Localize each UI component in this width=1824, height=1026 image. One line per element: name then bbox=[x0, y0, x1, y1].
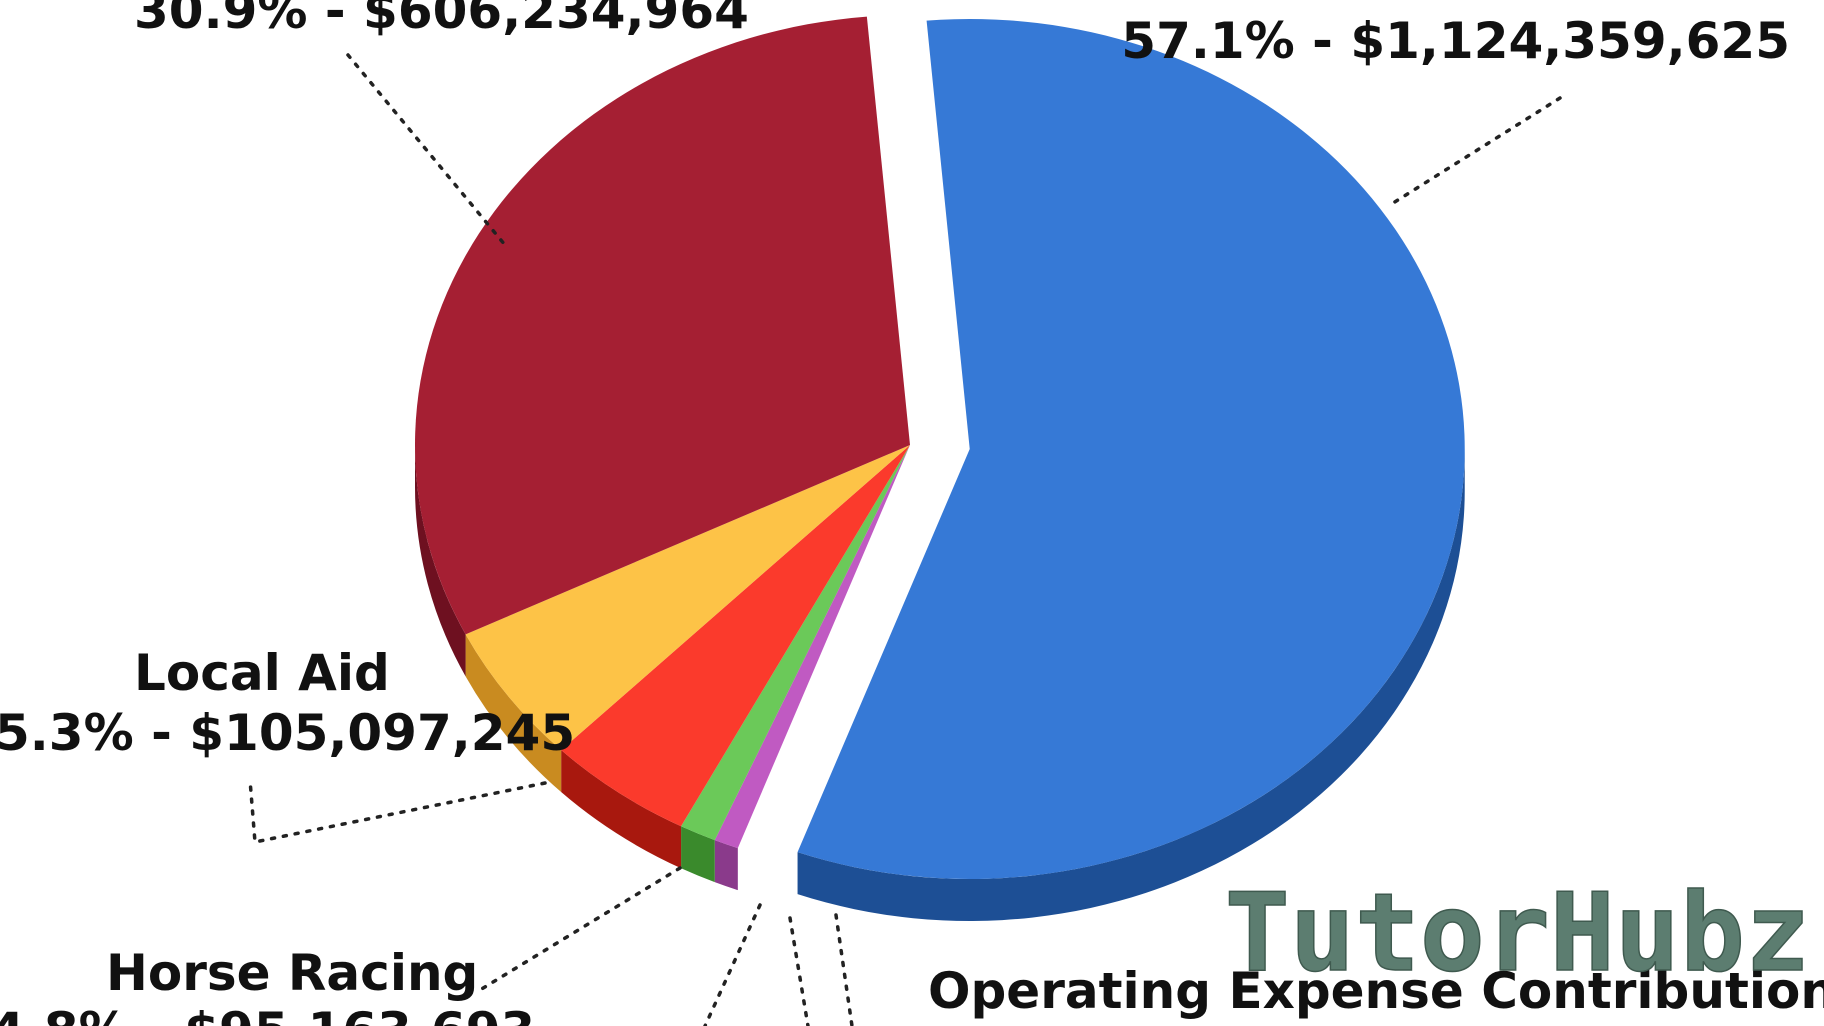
leader-line-local-aid bbox=[248, 778, 547, 845]
pie-slice-purple bbox=[714, 445, 910, 849]
leader-line-horse-racing bbox=[478, 866, 682, 992]
watermark-logo: TutorHubz bbox=[1225, 871, 1810, 996]
leader-line-maroon bbox=[346, 53, 507, 247]
leader-line-green-2 bbox=[788, 916, 810, 1026]
pie-slice-side-local-aid bbox=[465, 634, 562, 793]
pie-slice-side-blue bbox=[797, 449, 1465, 922]
pie-slice-side-maroon bbox=[415, 445, 466, 677]
pie-slice-local-aid bbox=[465, 445, 910, 751]
pie-slice-tops bbox=[414, 16, 1465, 880]
pie-slice-sides bbox=[415, 445, 1465, 922]
leader-lines bbox=[248, 53, 1562, 1026]
pie-slice-maroon bbox=[414, 16, 910, 635]
pie-slice-side-green bbox=[681, 826, 715, 883]
slice-label-horse-racing-value: 4.8% - $95,163,693 bbox=[0, 1002, 535, 1026]
pie-slice-blue bbox=[797, 19, 1465, 880]
leader-line-purple bbox=[834, 913, 854, 1026]
slice-label-operating-expense: Operating Expense Contribution bbox=[928, 962, 1824, 1020]
pie-slice-side-purple bbox=[714, 840, 738, 891]
slice-label-maroon-value: 30.9% - $606,234,964 bbox=[134, 0, 749, 40]
pie-slice-green bbox=[681, 445, 910, 841]
leader-line-green bbox=[703, 903, 762, 1026]
leader-line-blue bbox=[1388, 96, 1562, 207]
slice-label-horse-racing-name: Horse Racing bbox=[106, 944, 478, 1002]
pie-slice-horse-racing bbox=[561, 445, 910, 827]
slice-label-local-aid-name: Local Aid bbox=[134, 644, 390, 702]
pie-slice-side-horse-racing bbox=[561, 750, 682, 869]
slice-label-local-aid-value: 5.3% - $105,097,245 bbox=[0, 704, 575, 762]
slice-label-blue-value: 57.1% - $1,124,359,625 bbox=[1121, 12, 1790, 70]
